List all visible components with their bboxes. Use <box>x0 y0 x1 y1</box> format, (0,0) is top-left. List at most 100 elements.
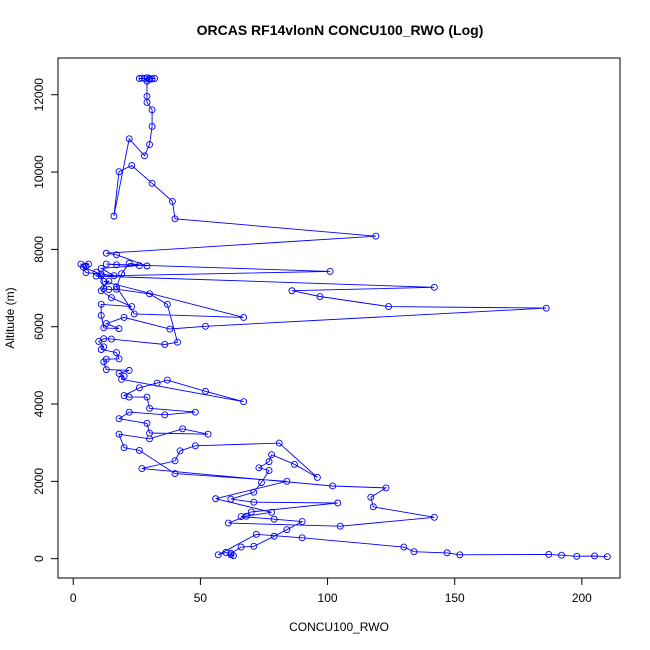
data-point <box>125 408 133 416</box>
data-point <box>85 260 92 268</box>
data-point <box>316 293 324 300</box>
data-point <box>291 460 298 468</box>
data-point <box>107 335 115 343</box>
data-point <box>141 152 148 160</box>
x-axis-label: CONCU100_RWO <box>289 620 389 634</box>
data-point <box>118 270 126 278</box>
data-point <box>115 370 123 377</box>
data-point <box>130 310 138 318</box>
data-point <box>138 465 146 473</box>
data-point <box>97 264 105 272</box>
data-point <box>326 267 334 275</box>
data-point <box>105 286 113 294</box>
data-point <box>97 300 105 308</box>
data-point <box>275 439 283 447</box>
data-point <box>268 508 276 516</box>
y-tick-label: 8000 <box>32 236 46 263</box>
data-point <box>372 232 380 240</box>
data-point <box>542 304 550 312</box>
data-point <box>92 272 100 280</box>
data-point <box>367 493 375 501</box>
data-point <box>202 322 209 330</box>
data-point <box>573 552 581 560</box>
data-point <box>135 384 143 392</box>
data-point <box>97 287 105 295</box>
data-point <box>115 415 123 423</box>
y-axis-label: Altitude (m) <box>3 287 17 348</box>
data-point <box>125 259 133 267</box>
data-point <box>102 355 110 363</box>
data-point <box>100 324 108 332</box>
data-point <box>153 379 161 387</box>
data-point <box>135 262 143 270</box>
data-point <box>382 484 390 492</box>
data-point <box>100 278 108 285</box>
data-point <box>174 338 181 346</box>
data-point <box>202 387 209 395</box>
data-point <box>265 467 273 474</box>
data-point <box>255 464 263 472</box>
data-point <box>191 442 199 450</box>
data-point <box>237 543 245 551</box>
data-point <box>179 425 187 433</box>
data-point <box>257 479 265 486</box>
data-point <box>148 106 156 114</box>
data-point <box>125 393 133 401</box>
data-point <box>603 553 611 561</box>
data-point <box>113 261 120 269</box>
data-point <box>240 398 248 406</box>
data-point <box>146 404 153 412</box>
data-point <box>128 303 136 311</box>
series-line <box>80 77 608 558</box>
data-point <box>191 408 199 416</box>
data-point <box>247 508 255 516</box>
data-point <box>138 74 146 82</box>
data-point <box>120 392 128 399</box>
data-point <box>161 411 169 419</box>
data-point <box>105 277 113 285</box>
data-point <box>265 458 273 466</box>
y-tick-label: 0 <box>32 555 46 562</box>
data-point <box>270 515 278 523</box>
data-point <box>102 260 110 268</box>
data-point <box>115 430 123 438</box>
data-point <box>143 393 151 401</box>
x-tick-label: 0 <box>70 591 77 605</box>
data-point <box>115 325 123 333</box>
data-point <box>430 513 438 521</box>
data-point <box>146 75 153 82</box>
data-point <box>268 451 276 459</box>
data-point <box>224 519 232 527</box>
data-point <box>120 444 128 452</box>
data-point <box>250 542 258 550</box>
data-point <box>113 283 120 291</box>
data-point <box>113 285 120 293</box>
data-point <box>77 260 85 268</box>
data-point <box>204 430 212 438</box>
x-tick-label: 200 <box>572 591 592 605</box>
x-tick-label: 150 <box>445 591 465 605</box>
data-point <box>443 549 451 557</box>
data-point <box>410 548 418 556</box>
data-point <box>250 498 258 506</box>
data-point <box>163 300 171 308</box>
data-point <box>336 522 344 530</box>
data-point <box>148 122 156 130</box>
data-point <box>143 262 151 270</box>
data-point <box>227 495 235 503</box>
x-axis: 0 50 100 150 200 <box>70 577 592 605</box>
x-tick-label: 50 <box>194 591 208 605</box>
data-point <box>214 551 222 559</box>
data-point <box>240 313 248 321</box>
series-layer <box>77 74 611 561</box>
data-point <box>115 355 123 363</box>
data-point <box>113 349 120 357</box>
data-point <box>334 499 342 507</box>
y-tick-label: 10000 <box>32 155 46 189</box>
data-point <box>250 488 258 496</box>
data-point <box>107 294 115 302</box>
x-tick-label: 100 <box>318 591 338 605</box>
data-point <box>456 551 464 559</box>
data-point <box>100 335 108 343</box>
